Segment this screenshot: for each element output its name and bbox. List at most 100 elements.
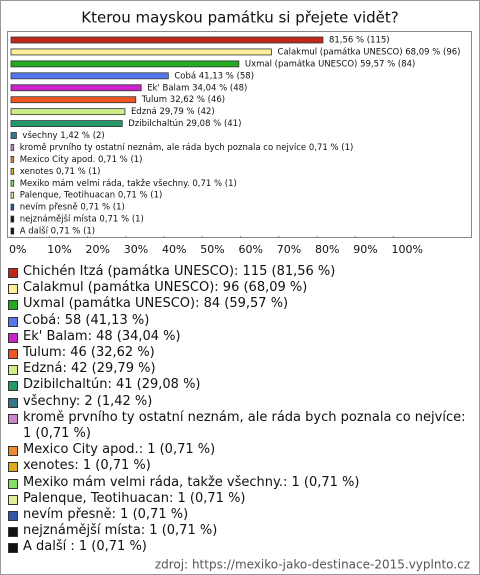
legend-swatch	[8, 397, 18, 408]
bar	[10, 203, 15, 211]
legend-label: nevím přesně: 1 (0,71 %)	[23, 507, 189, 523]
legend-label: Tulum: 46 (32,62 %)	[23, 345, 155, 361]
legend-swatch	[8, 413, 18, 424]
source: zdroj: https://mexiko-jako-destinace-201…	[155, 558, 470, 572]
legend-item: nejznámější místa: 1 (0,71 %)	[8, 523, 470, 539]
value-label: Edzná 29,79 % (42)	[131, 107, 215, 117]
legend-item: Mexico City apod.: 1 (0,71 %)	[8, 442, 470, 458]
legend-label: kromě prvního ty ostatní neznám, ale rád…	[23, 409, 466, 442]
legend-swatch	[8, 543, 18, 554]
legend-swatch	[8, 268, 18, 278]
legend-swatch	[8, 511, 18, 522]
bar	[10, 155, 15, 163]
legend-label: Ek' Balam: 48 (34,04 %)	[23, 328, 181, 344]
bar	[10, 84, 142, 92]
legend-swatch	[8, 332, 18, 343]
value-label: Tulum 32,62 % (46)	[141, 95, 225, 105]
legend-label: Mexiko mám velmi ráda, takže všechny.: 1…	[23, 474, 360, 490]
value-label: Cobá 41,13 % (58)	[174, 71, 254, 81]
x-tick-label: 100%	[392, 243, 423, 256]
legend-label: Edzná: 42 (29,79 %)	[23, 361, 156, 377]
legend-item: Dzibilchaltún: 41 (29,08 %)	[8, 377, 470, 393]
value-label: Uxmal (památka UNESCO) 59,57 % (84)	[245, 59, 415, 69]
x-tick-label: 40%	[162, 243, 186, 256]
legend-swatch	[8, 349, 18, 360]
bar	[10, 36, 324, 44]
value-label: Mexiko mám velmi ráda, takže všechny. 0,…	[20, 178, 237, 189]
legend-label: xenotes: 1 (0,71 %)	[23, 458, 151, 474]
legend-label: Chichén Itzá (památka UNESCO): 115 (81,5…	[23, 264, 336, 279]
legend-swatch	[8, 381, 18, 392]
x-tick-label: 30%	[124, 243, 148, 256]
legend-item: Edzná: 42 (29,79 %)	[8, 361, 470, 377]
x-tick-label: 70%	[277, 243, 301, 256]
legend-item: Tulum: 46 (32,62 %)	[8, 345, 470, 361]
legend-item: Mexiko mám velmi ráda, takže všechny.: 1…	[8, 475, 470, 491]
legend-item: Palenque, Teotihuacan: 1 (0,71 %)	[8, 491, 470, 507]
legend-item: Cobá: 58 (41,13 %)	[8, 313, 470, 329]
legend-swatch	[8, 316, 18, 327]
bar	[10, 215, 15, 223]
bar	[10, 167, 15, 175]
legend-label: Mexico City apod.: 1 (0,71 %)	[23, 442, 216, 458]
bar	[10, 227, 15, 235]
legend-swatch	[8, 284, 18, 295]
value-label: nevím přesně 0,71 % (1)	[20, 203, 125, 213]
legend-item: A další : 1 (0,71 %)	[8, 539, 470, 555]
bar	[10, 72, 169, 80]
value-label: kromě prvního ty ostatní neznám, ale rád…	[20, 143, 354, 153]
legend-item: všechny: 2 (1,42 %)	[8, 394, 470, 410]
legend-item: Chichén Itzá (památka UNESCO): 115 (81,5…	[8, 264, 470, 280]
legend-label: A další : 1 (0,71 %)	[23, 539, 147, 555]
legend-swatch	[8, 300, 18, 311]
x-tick-label: 50%	[200, 243, 224, 256]
value-label: nejznámější místa 0,71 % (1)	[20, 214, 144, 225]
legend-label: nejznámější místa: 1 (0,71 %)	[23, 523, 218, 539]
value-label: Dzibilchaltún 29,08 % (41)	[128, 119, 241, 129]
bar	[10, 108, 126, 116]
bar	[10, 96, 137, 104]
legend-item: Uxmal (památka UNESCO): 84 (59,57 %)	[8, 296, 470, 312]
bar	[10, 132, 17, 139]
value-label: A další 0,71 % (1)	[20, 226, 95, 237]
value-label: Ek' Balam 34,04 % (48)	[147, 83, 247, 93]
legend-item: Calakmul (památka UNESCO): 96 (68,09 %)	[8, 280, 470, 296]
legend-swatch	[8, 446, 18, 457]
value-label: Calakmul (památka UNESCO) 68,09 % (96)	[277, 47, 460, 57]
bar	[10, 120, 123, 127]
legend-label: všechny: 2 (1,42 %)	[23, 393, 153, 409]
legend-item: Ek' Balam: 48 (34,04 %)	[8, 329, 470, 345]
x-tick-label: 0%	[9, 243, 26, 256]
bar	[10, 179, 15, 187]
legend-swatch	[8, 478, 18, 489]
value-label: xenotes 0,71 % (1)	[20, 167, 101, 177]
x-tick-label: 10%	[47, 243, 71, 256]
bar	[10, 144, 15, 151]
bar	[10, 191, 15, 199]
legend-label: Uxmal (památka UNESCO): 84 (59,57 %)	[23, 296, 289, 312]
legend-label: Dzibilchaltún: 41 (29,08 %)	[23, 377, 201, 393]
chart-title: Kterou mayskou památku si přejete vidět?	[81, 9, 398, 27]
value-label: Mexico City apod. 0,71 % (1)	[20, 155, 143, 165]
legend-label: Palenque, Teotihuacan: 1 (0,71 %)	[23, 490, 246, 506]
legend-swatch	[8, 462, 18, 473]
value-label: 81,56 % (115)	[329, 36, 390, 46]
value-label: všechny 1,42 % (2)	[22, 130, 104, 141]
legend-swatch	[8, 365, 18, 376]
x-tick-label: 60%	[239, 243, 263, 256]
x-tick-label: 90%	[353, 243, 377, 256]
value-label: Palenque, Teotihuacan 0,71 % (1)	[20, 191, 163, 201]
legend-item: nevím přesně: 1 (0,71 %)	[8, 507, 470, 523]
legend-label: Cobá: 58 (41,13 %)	[23, 312, 150, 328]
legend-swatch	[8, 527, 18, 538]
bar	[10, 48, 272, 56]
legend-item: kromě prvního ty ostatní neznám, ale rád…	[8, 410, 470, 442]
bar	[10, 60, 240, 68]
legend: Chichén Itzá (památka UNESCO): 115 (81,5…	[8, 264, 470, 556]
legend-label: Calakmul (památka UNESCO): 96 (68,09 %)	[23, 280, 308, 296]
x-tick-label: 80%	[315, 243, 339, 256]
x-tick-label: 20%	[86, 243, 110, 256]
legend-swatch	[8, 494, 18, 505]
